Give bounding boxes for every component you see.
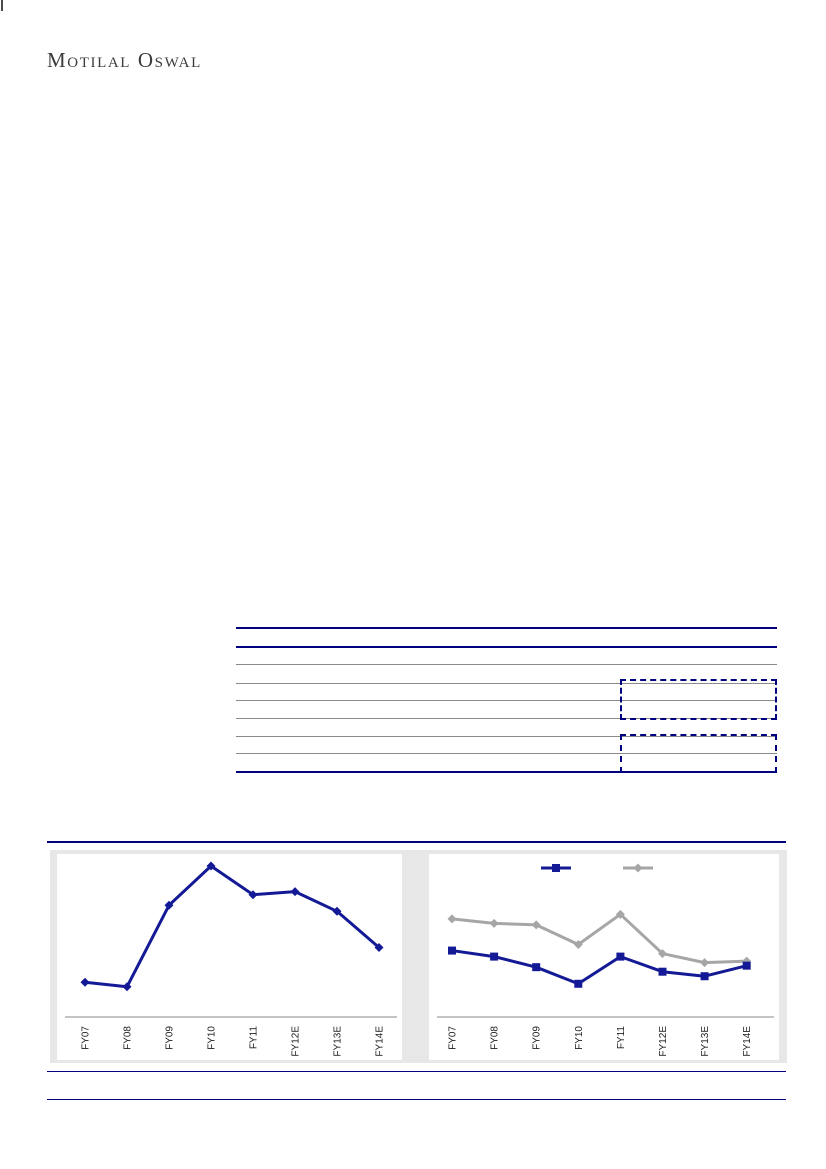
svg-text:FY09: FY09 [532, 1026, 543, 1050]
svg-text:FY12E: FY12E [291, 1026, 302, 1057]
table-rule-bottom [236, 771, 777, 773]
scan-artifact-mark [1, 0, 3, 11]
charts-top-rule [47, 841, 786, 843]
svg-text:FY08: FY08 [123, 1026, 134, 1050]
chart-panel-right: FY07 FY08 FY09 FY10 FY11 FY12E FY13E FY14E [429, 854, 779, 1060]
svg-text:FY07: FY07 [81, 1026, 92, 1050]
table-rule [236, 753, 777, 754]
table-rule [236, 683, 777, 684]
svg-text:FY09: FY09 [165, 1026, 176, 1050]
footer-rule-2 [47, 1099, 786, 1100]
svg-text:FY14E: FY14E [742, 1026, 753, 1057]
table-rule [236, 736, 777, 737]
line-chart-left: FY07 FY08 FY09 FY10 FY11 FY12E FY13E FY14E [65, 861, 397, 1057]
svg-text:FY13E: FY13E [333, 1026, 344, 1057]
svg-text:FY11: FY11 [616, 1026, 627, 1050]
svg-text:FY13E: FY13E [700, 1026, 711, 1057]
table-rule [236, 718, 777, 719]
svg-text:FY11: FY11 [249, 1026, 260, 1050]
table-rule [236, 700, 777, 701]
highlight-box-2 [620, 734, 777, 773]
footer-rule-1 [47, 1071, 786, 1072]
table-rule [236, 664, 777, 665]
svg-text:FY10: FY10 [574, 1026, 585, 1050]
charts-section: FY07 FY08 FY09 FY10 FY11 FY12E FY13E FY14E FY07… [50, 850, 787, 1063]
svg-text:FY14E: FY14E [375, 1026, 386, 1057]
chart-panel-left: FY07 FY08 FY09 FY10 FY11 FY12E FY13E FY14E [57, 854, 402, 1060]
svg-text:FY08: FY08 [490, 1026, 501, 1050]
table-rule-header [236, 646, 777, 648]
svg-text:FY10: FY10 [207, 1026, 218, 1050]
line-chart-right: FY07 FY08 FY09 FY10 FY11 FY12E FY13E FY14E [437, 863, 774, 1057]
svg-text:FY07: FY07 [448, 1026, 459, 1050]
brand-logo: Motilal Oswal [47, 48, 202, 72]
table-rule-top [236, 627, 777, 629]
highlight-box-1 [620, 679, 777, 720]
svg-text:FY12E: FY12E [658, 1026, 669, 1057]
